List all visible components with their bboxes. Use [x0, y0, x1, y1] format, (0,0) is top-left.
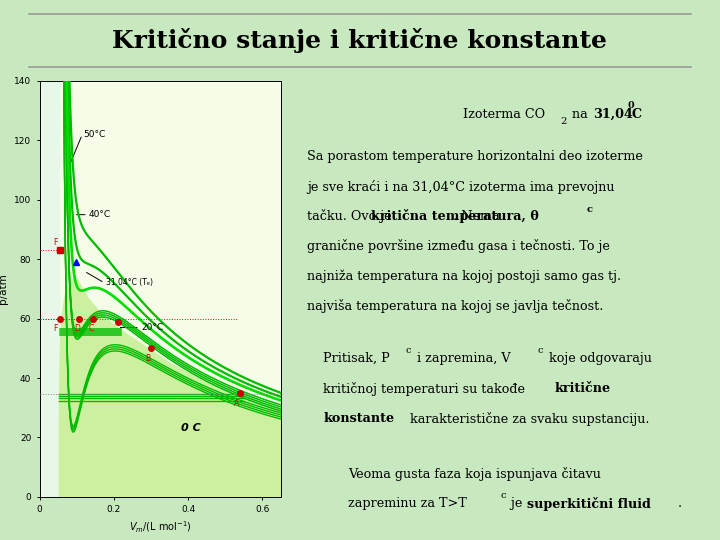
Text: najviša temperatura na kojoj se javlja tečnost.: najviša temperatura na kojoj se javlja t…: [307, 299, 603, 313]
Text: Veoma gusta faza koja ispunjava čitavu: Veoma gusta faza koja ispunjava čitavu: [348, 467, 601, 481]
Text: 20°C: 20°C: [141, 323, 163, 332]
Text: D: D: [74, 325, 80, 333]
Text: Izoterma CO: Izoterma CO: [463, 108, 545, 121]
Text: koje odgovaraju: koje odgovaraju: [545, 352, 652, 365]
Text: je: je: [508, 497, 526, 510]
Text: F: F: [53, 238, 58, 247]
Text: zapreminu za T>T: zapreminu za T>T: [348, 497, 467, 510]
Text: 31,04: 31,04: [593, 108, 633, 121]
Text: kritična temperatura, θ: kritična temperatura, θ: [371, 210, 539, 224]
Text: .: .: [678, 497, 682, 510]
Text: F: F: [53, 325, 58, 333]
Text: najniža temperatura na kojoj postoji samo gas tj.: najniža temperatura na kojoj postoji sam…: [307, 269, 621, 283]
Y-axis label: p/atm: p/atm: [0, 274, 9, 304]
Text: 2: 2: [561, 117, 567, 126]
X-axis label: $V_m$/(L mol$^{-1}$): $V_m$/(L mol$^{-1}$): [129, 519, 192, 535]
Text: karakteristične za svaku supstanciju.: karakteristične za svaku supstanciju.: [406, 412, 650, 426]
Text: 40°C: 40°C: [89, 210, 111, 219]
Text: C: C: [631, 108, 642, 121]
Polygon shape: [59, 279, 281, 497]
Text: 0: 0: [627, 100, 634, 110]
Text: 50°C: 50°C: [84, 130, 106, 139]
Text: c: c: [405, 346, 411, 355]
Text: c: c: [538, 346, 544, 355]
Text: B: B: [145, 354, 150, 363]
Text: je sve kraći i na 31,04°C izoterma ima prevojnu: je sve kraći i na 31,04°C izoterma ima p…: [307, 179, 614, 193]
Text: konstante: konstante: [323, 412, 395, 425]
Text: kritičnoj temperaturi su takođe: kritičnoj temperaturi su takođe: [323, 382, 529, 396]
Text: superkitični fluid: superkitični fluid: [526, 497, 650, 511]
Text: Pritisak, P: Pritisak, P: [323, 352, 390, 365]
Text: 31.04°C (Tₑ): 31.04°C (Tₑ): [106, 279, 153, 287]
Text: granične površine između gasa i tečnosti. To je: granične površine između gasa i tečnosti…: [307, 239, 610, 253]
Text: A: A: [235, 399, 240, 408]
Text: kritične: kritične: [554, 382, 610, 395]
Text: Kritično stanje i kritične konstante: Kritično stanje i kritične konstante: [112, 28, 608, 53]
Text: 0 C: 0 C: [181, 423, 200, 434]
Text: Sa porastom temperature horizontalni deo izoterme: Sa porastom temperature horizontalni deo…: [307, 150, 643, 163]
Text: C: C: [89, 325, 94, 333]
Text: na: na: [567, 108, 591, 121]
Text: c: c: [587, 205, 593, 214]
Text: i zapremina, V: i zapremina, V: [413, 352, 510, 365]
Text: tačku. Ovo je                        . Nema: tačku. Ovo je . Nema: [307, 210, 500, 224]
Text: c: c: [500, 491, 506, 500]
